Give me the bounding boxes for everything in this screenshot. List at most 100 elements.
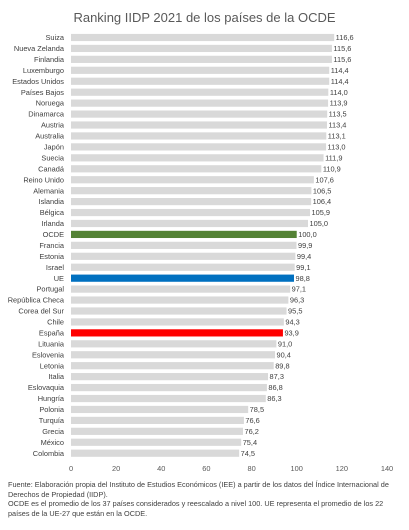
data-label-espana: 93,9 — [284, 328, 298, 337]
data-label-lituania: 91,0 — [278, 339, 292, 348]
bar-japon — [71, 143, 327, 151]
bar-islandia — [71, 198, 312, 206]
data-label-estados-unidos: 114,4 — [331, 77, 349, 86]
data-label-mexico: 75,4 — [243, 438, 257, 447]
bar-estonia — [71, 252, 296, 260]
category-label-australia: Australia — [35, 132, 65, 141]
source-note: Fuente: Elaboración propia del Instituto… — [8, 480, 406, 518]
data-label-polonia: 78,5 — [250, 405, 264, 414]
category-label-eslovaquia: Eslovaquia — [28, 383, 65, 392]
category-label-italia: Italia — [48, 372, 65, 381]
bar-ue — [71, 274, 295, 282]
category-label-estados-unidos: Estados Unidos — [12, 77, 64, 86]
data-label-republica-checa: 96,3 — [290, 296, 304, 305]
x-tick-label-80: 80 — [247, 464, 255, 473]
data-label-estonia: 99,4 — [297, 252, 311, 261]
bar-eslovenia — [71, 351, 276, 359]
x-axis: 0 20 40 60 80 100 120 140 — [69, 464, 393, 473]
data-label-japon: 113,0 — [328, 143, 346, 152]
data-label-eslovaquia: 86,8 — [268, 383, 282, 392]
category-label-dinamarca: Dinamarca — [28, 110, 65, 119]
category-label-estonia: Estonia — [39, 252, 65, 261]
data-label-portugal: 97,1 — [292, 285, 306, 294]
bar-australia — [71, 132, 327, 140]
data-label-israel: 99,1 — [296, 263, 310, 272]
data-label-finlandia: 115,6 — [333, 55, 351, 64]
bar-francia — [71, 241, 297, 249]
data-label-suecia: 111,9 — [325, 153, 342, 162]
x-tick-label-140: 140 — [381, 464, 393, 473]
data-label-letonia: 89,8 — [275, 361, 289, 370]
category-label-austria: Austria — [41, 121, 65, 130]
data-label-noruega: 113,9 — [330, 99, 348, 108]
bar-portugal — [71, 285, 291, 293]
category-label-corea-del-sur: Corea del Sur — [18, 307, 64, 316]
data-label-corea-del-sur: 95,5 — [288, 307, 302, 316]
category-label-ocde: OCDE — [43, 230, 64, 239]
x-tick-label-40: 40 — [157, 464, 165, 473]
data-label-austria: 113,4 — [328, 121, 346, 130]
bar-corea-del-sur — [71, 307, 287, 315]
bar-italia — [71, 373, 269, 381]
bar-ocde — [71, 230, 297, 239]
bar-austria — [71, 121, 327, 129]
data-label-irlanda: 105,0 — [310, 219, 329, 228]
bar-paises-bajos — [71, 88, 329, 96]
data-label-alemania: 106,5 — [313, 186, 332, 195]
category-label-chile: Chile — [47, 318, 64, 327]
data-label-ocde: 100,0 — [298, 230, 317, 239]
bar-letonia — [71, 362, 274, 370]
bar-belgica — [71, 208, 311, 217]
bar-mexico — [71, 438, 242, 446]
bar-nueva-zelanda — [71, 44, 332, 53]
chart-title: Ranking IIDP 2021 de los países de la OC… — [73, 10, 335, 25]
data-label-colombia: 74,5 — [241, 449, 255, 458]
bar-israel — [71, 263, 295, 271]
bar-suiza — [71, 33, 335, 42]
bars-group: Suiza 116,6 Nueva Zelanda 115,6 Finlandia 115… — [8, 33, 354, 458]
data-label-paises-bajos: 114,0 — [330, 88, 348, 97]
category-label-luxemburgo: Luxemburgo — [23, 66, 64, 75]
category-label-islandia: Islandia — [39, 197, 65, 206]
category-label-suecia: Suecia — [41, 153, 64, 162]
category-label-republica-checa: República Checa — [8, 296, 65, 305]
category-label-francia: Francia — [39, 241, 65, 250]
category-label-hungria: Hungría — [38, 394, 65, 403]
category-label-alemania: Alemania — [33, 186, 65, 195]
data-label-turquia: 76,6 — [245, 416, 259, 425]
x-tick-label-100: 100 — [291, 464, 303, 473]
category-label-irlanda: Irlanda — [41, 219, 64, 228]
bar-irlanda — [71, 219, 308, 228]
category-label-polonia: Polonia — [39, 405, 65, 414]
bar-estados-unidos — [71, 77, 330, 85]
x-tick-label-20: 20 — [112, 464, 120, 473]
bar-alemania — [71, 187, 312, 195]
category-label-nueva-zelanda: Nueva Zelanda — [14, 44, 65, 53]
category-label-lituania: Lituania — [38, 339, 65, 348]
data-label-australia: 113,1 — [328, 132, 346, 141]
data-label-belgica: 105,9 — [312, 208, 331, 217]
data-label-hungria: 86,3 — [267, 394, 281, 403]
category-label-mexico: México — [41, 438, 64, 447]
category-label-colombia: Colombia — [33, 449, 65, 458]
data-label-eslovenia: 90,4 — [277, 350, 291, 359]
data-label-ue: 98,8 — [296, 274, 310, 283]
data-label-francia: 99,9 — [298, 241, 312, 250]
x-tick-label-60: 60 — [202, 464, 210, 473]
category-label-japon: Japón — [44, 143, 64, 152]
category-label-espana: España — [39, 328, 65, 337]
bar-noruega — [71, 99, 329, 107]
category-label-grecia: Grecia — [42, 427, 65, 436]
data-label-islandia: 106,4 — [313, 197, 332, 206]
category-label-reino-unido: Reino Unido — [23, 175, 64, 184]
source-note-line-1: Fuente: Elaboración propia del Instituto… — [8, 480, 389, 499]
bar-finlandia — [71, 55, 332, 63]
category-label-noruega: Noruega — [36, 99, 65, 108]
data-label-reino-unido: 107,6 — [315, 175, 334, 184]
bar-suecia — [71, 154, 324, 162]
category-label-portugal: Portugal — [36, 285, 64, 294]
category-label-israel: Israel — [46, 263, 64, 272]
data-label-dinamarca: 113,5 — [329, 110, 347, 119]
data-label-luxemburgo: 114,4 — [331, 66, 349, 75]
data-label-grecia: 76,2 — [244, 427, 258, 436]
